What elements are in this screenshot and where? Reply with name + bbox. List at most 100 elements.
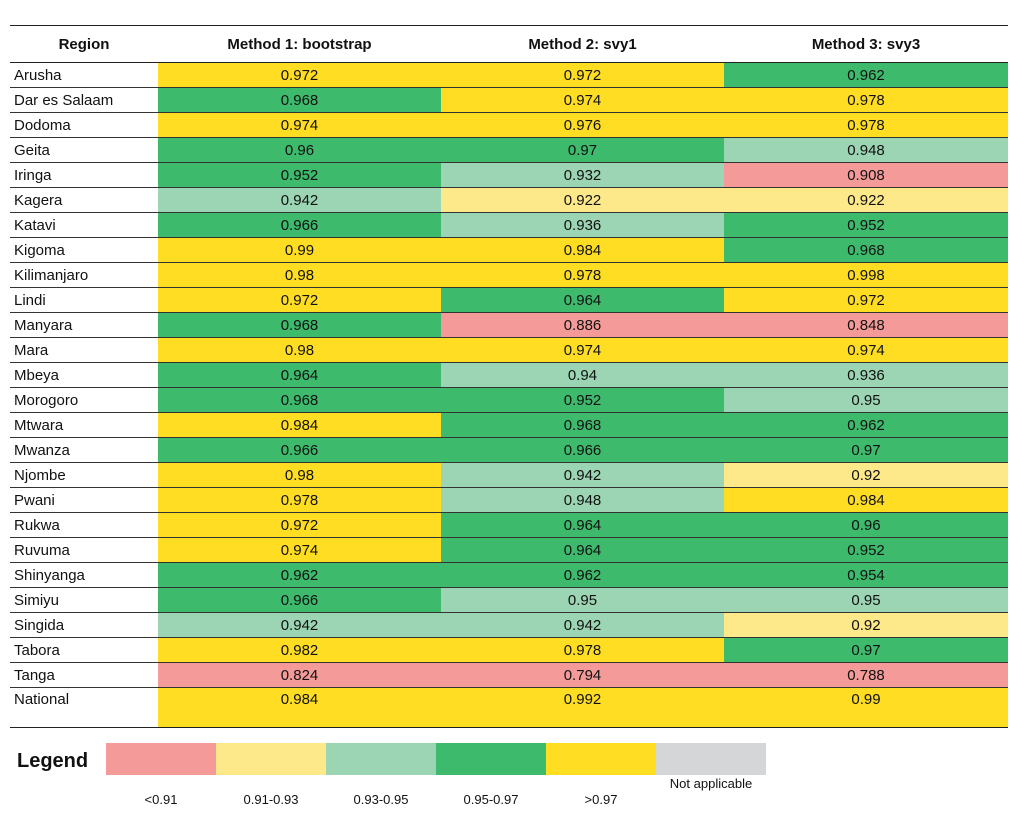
table-row: Katavi 0.966 0.936 0.952: [10, 212, 1008, 238]
value-cell-method-3: 0.908: [724, 162, 1008, 188]
header-method-3: Method 3: svy3: [724, 25, 1008, 63]
table-row: Mwanza 0.966 0.966 0.97: [10, 437, 1008, 463]
value-cell-method-3: 0.962: [724, 62, 1008, 88]
region-cell: Ruvuma: [10, 537, 158, 563]
region-cell: Kagera: [10, 187, 158, 213]
value-cell-method-3: 0.96: [724, 512, 1008, 538]
table-row: Tanga 0.824 0.794 0.788: [10, 662, 1008, 688]
value-cell-method-3: 0.972: [724, 287, 1008, 313]
value-cell-method-2: 0.964: [441, 537, 724, 563]
value-cell-method-2: 0.922: [441, 187, 724, 213]
legend-swatch: [546, 743, 656, 775]
value-cell-method-2: 0.966: [441, 437, 724, 463]
value-cell-method-3: 0.978: [724, 87, 1008, 113]
value-cell-method-3: 0.962: [724, 412, 1008, 438]
table-row: Mara 0.98 0.974 0.974: [10, 337, 1008, 363]
value-cell-method-2: 0.984: [441, 237, 724, 263]
value-cell-method-3: 0.788: [724, 662, 1008, 688]
table-row: Njombe 0.98 0.942 0.92: [10, 462, 1008, 488]
region-cell: Dar es Salaam: [10, 87, 158, 113]
value-cell-method-1: 0.824: [158, 662, 441, 688]
value-cell-method-2: 0.964: [441, 287, 724, 313]
value-cell-method-3: 0.97: [724, 437, 1008, 463]
legend-label: <0.91: [144, 792, 178, 807]
region-cell: Lindi: [10, 287, 158, 313]
value-cell-method-1: 0.968: [158, 387, 441, 413]
legend: Legend <0.91 0.91-0.93 0.93-0.95 0.95-0.97 >…: [0, 740, 1024, 829]
value-cell-method-2: 0.992: [441, 687, 724, 728]
legend-label: 0.93-0.95: [353, 792, 409, 807]
value-cell-method-1: 0.984: [158, 687, 441, 728]
value-cell-method-3: 0.952: [724, 537, 1008, 563]
value-cell-method-1: 0.966: [158, 212, 441, 238]
table-row: Ruvuma 0.974 0.964 0.952: [10, 537, 1008, 563]
region-cell: Iringa: [10, 162, 158, 188]
table-row: Mtwara 0.984 0.968 0.962: [10, 412, 1008, 438]
value-cell-method-2: 0.95: [441, 587, 724, 613]
value-cell-method-2: 0.936: [441, 212, 724, 238]
coverage-table-container: Region Method 1: bootstrap Method 2: svy…: [10, 25, 1008, 728]
value-cell-method-2: 0.976: [441, 112, 724, 138]
value-cell-method-1: 0.99: [158, 237, 441, 263]
value-cell-method-3: 0.974: [724, 337, 1008, 363]
table-row: Kilimanjaro 0.98 0.978 0.998: [10, 262, 1008, 288]
coverage-table: Region Method 1: bootstrap Method 2: svy…: [10, 25, 1008, 728]
table-row: Geita 0.96 0.97 0.948: [10, 137, 1008, 163]
value-cell-method-1: 0.942: [158, 612, 441, 638]
value-cell-method-1: 0.972: [158, 287, 441, 313]
value-cell-method-1: 0.968: [158, 87, 441, 113]
value-cell-method-2: 0.886: [441, 312, 724, 338]
legend-label: >0.97: [584, 792, 618, 807]
value-cell-method-1: 0.962: [158, 562, 441, 588]
value-cell-method-3: 0.984: [724, 487, 1008, 513]
value-cell-method-1: 0.982: [158, 637, 441, 663]
region-cell: Mara: [10, 337, 158, 363]
region-cell: Tanga: [10, 662, 158, 688]
value-cell-method-2: 0.978: [441, 637, 724, 663]
table-row: Kagera 0.942 0.922 0.922: [10, 187, 1008, 213]
value-cell-method-3: 0.978: [724, 112, 1008, 138]
legend-title: Legend: [17, 750, 89, 772]
region-cell: Rukwa: [10, 512, 158, 538]
value-cell-method-3: 0.968: [724, 237, 1008, 263]
table-row: Kigoma 0.99 0.984 0.968: [10, 237, 1008, 263]
legend-swatch: [656, 743, 766, 775]
table-header-row: Region Method 1: bootstrap Method 2: svy…: [10, 25, 1008, 63]
table-row: Iringa 0.952 0.932 0.908: [10, 162, 1008, 188]
table-body: Arusha 0.972 0.972 0.962 Dar es Salaam 0.968 0…: [10, 62, 1008, 728]
value-cell-method-3: 0.95: [724, 387, 1008, 413]
legend-swatch: [436, 743, 546, 775]
value-cell-method-3: 0.952: [724, 212, 1008, 238]
table-row: Lindi 0.972 0.964 0.972: [10, 287, 1008, 313]
table-row: Tabora 0.982 0.978 0.97: [10, 637, 1008, 663]
value-cell-method-2: 0.972: [441, 62, 724, 88]
table-row: Mbeya 0.964 0.94 0.936: [10, 362, 1008, 388]
region-cell: Njombe: [10, 462, 158, 488]
value-cell-method-3: 0.948: [724, 137, 1008, 163]
table-row: Dar es Salaam 0.968 0.974 0.978: [10, 87, 1008, 113]
value-cell-method-1: 0.942: [158, 187, 441, 213]
header-method-2: Method 2: svy1: [441, 25, 724, 63]
value-cell-method-2: 0.794: [441, 662, 724, 688]
header-region: Region: [10, 25, 158, 63]
value-cell-method-2: 0.974: [441, 87, 724, 113]
value-cell-method-3: 0.95: [724, 587, 1008, 613]
legend-swatch: [106, 743, 216, 775]
legend-swatch: [216, 743, 326, 775]
region-cell: Morogoro: [10, 387, 158, 413]
value-cell-method-3: 0.97: [724, 637, 1008, 663]
value-cell-method-2: 0.978: [441, 262, 724, 288]
value-cell-method-3: 0.99: [724, 687, 1008, 728]
table-row: Simiyu 0.966 0.95 0.95: [10, 587, 1008, 613]
region-cell: Kigoma: [10, 237, 158, 263]
region-cell: National: [10, 687, 158, 728]
value-cell-method-1: 0.974: [158, 112, 441, 138]
region-cell: Manyara: [10, 312, 158, 338]
value-cell-method-1: 0.98: [158, 462, 441, 488]
table-row: Pwani 0.978 0.948 0.984: [10, 487, 1008, 513]
value-cell-method-2: 0.964: [441, 512, 724, 538]
legend-label: Not applicable: [669, 776, 753, 791]
table-row: National 0.984 0.992 0.99: [10, 687, 1008, 728]
value-cell-method-3: 0.848: [724, 312, 1008, 338]
value-cell-method-1: 0.952: [158, 162, 441, 188]
